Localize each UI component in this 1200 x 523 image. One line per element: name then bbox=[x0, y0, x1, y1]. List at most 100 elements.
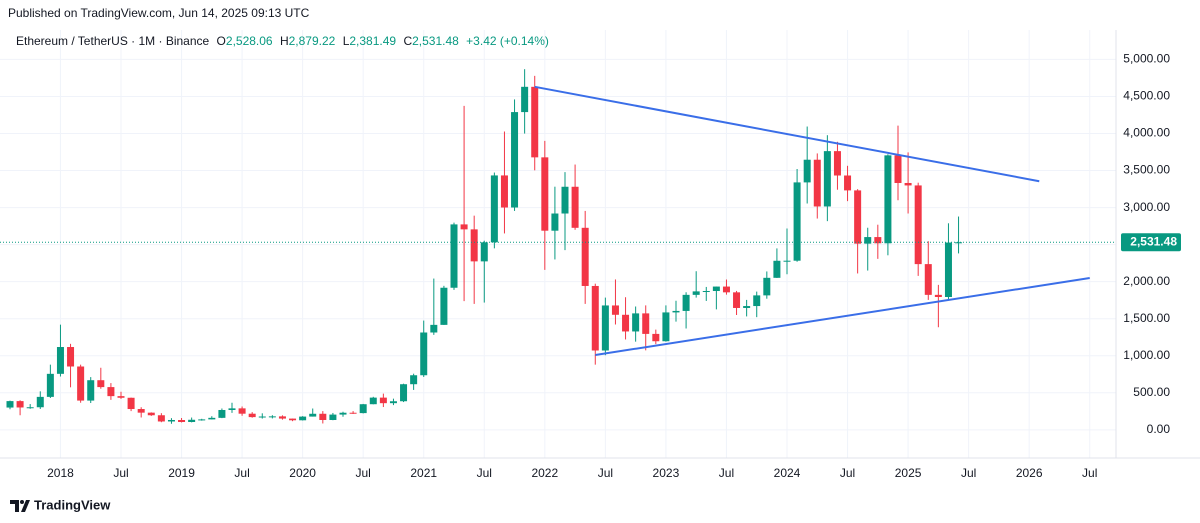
candle-body bbox=[490, 175, 498, 243]
candle-body bbox=[258, 416, 266, 418]
candle-body bbox=[208, 417, 216, 420]
candle-body bbox=[188, 419, 196, 422]
candle-body bbox=[319, 413, 327, 420]
candle-body bbox=[470, 229, 478, 262]
x-tick-label: Jul bbox=[719, 466, 734, 480]
candle-body bbox=[329, 414, 337, 420]
candle-body bbox=[521, 86, 529, 113]
y-tick-label: 3,000.00 bbox=[1123, 200, 1170, 214]
x-tick-label: 2023 bbox=[653, 466, 680, 480]
x-tick-label: 2024 bbox=[774, 466, 801, 480]
candle-body bbox=[571, 186, 579, 228]
candle-body bbox=[773, 260, 781, 278]
candle-body bbox=[541, 157, 549, 231]
candle-body bbox=[238, 408, 246, 414]
x-tick-label: Jul bbox=[113, 466, 128, 480]
candle-body bbox=[157, 415, 165, 422]
legend-key: L bbox=[343, 34, 350, 48]
candle-body bbox=[349, 412, 357, 414]
candle-body bbox=[874, 237, 882, 244]
x-tick-label: Jul bbox=[1082, 466, 1097, 480]
candle-body bbox=[813, 159, 821, 207]
logo-mark bbox=[10, 500, 30, 512]
candle-body bbox=[733, 292, 741, 308]
x-tick-label: 2026 bbox=[1016, 466, 1043, 480]
candle-body bbox=[178, 419, 186, 422]
x-tick-label: Jul bbox=[477, 466, 492, 480]
candle-body bbox=[430, 324, 438, 333]
candle-body bbox=[87, 380, 95, 401]
candle-body bbox=[712, 286, 720, 292]
candle-body bbox=[379, 397, 387, 404]
candle-body bbox=[6, 401, 14, 408]
x-tick-label: 2025 bbox=[895, 466, 922, 480]
legend-value: 2,879.22 bbox=[289, 34, 336, 48]
y-tick-label: 4,000.00 bbox=[1123, 126, 1170, 140]
candle-body bbox=[26, 407, 34, 409]
candle-body bbox=[833, 151, 841, 176]
candle-body bbox=[682, 294, 690, 311]
candle-body bbox=[107, 387, 115, 397]
legend-key: H bbox=[280, 34, 289, 48]
logo-text: TradingView bbox=[34, 497, 111, 512]
candle-body bbox=[551, 213, 559, 231]
candle-body bbox=[763, 277, 771, 296]
candle-body bbox=[823, 151, 831, 207]
candle-body bbox=[601, 305, 609, 351]
trendline bbox=[534, 85, 1040, 183]
candle-body bbox=[561, 186, 569, 214]
candle-body bbox=[56, 347, 64, 374]
candle-body bbox=[389, 401, 397, 404]
y-tick-label: 4,500.00 bbox=[1123, 89, 1170, 103]
x-tick-label: 2019 bbox=[168, 466, 195, 480]
candle-body bbox=[944, 242, 952, 298]
candle-body bbox=[127, 397, 135, 410]
candle-body bbox=[289, 418, 297, 421]
candle-body bbox=[753, 295, 761, 307]
candle-body bbox=[97, 380, 105, 388]
candle-body bbox=[783, 260, 791, 262]
logo-dot bbox=[20, 500, 24, 504]
candle-body bbox=[248, 413, 256, 418]
y-tick-label: 2,000.00 bbox=[1123, 274, 1170, 288]
candle-body bbox=[359, 404, 367, 414]
candle-body bbox=[803, 159, 811, 183]
candle-body bbox=[864, 237, 872, 244]
publish-header: Published on TradingView.com, Jun 14, 20… bbox=[8, 6, 310, 20]
x-tick-label: 2021 bbox=[410, 466, 437, 480]
candle-body bbox=[117, 396, 125, 398]
candle-body bbox=[339, 412, 347, 415]
plot-area bbox=[0, 30, 1116, 458]
x-tick-label: Jul bbox=[356, 466, 371, 480]
candle-body bbox=[914, 185, 922, 265]
x-tick-label: 2022 bbox=[531, 466, 558, 480]
last-price-label: 2,531.48 bbox=[1130, 234, 1177, 248]
candle-body bbox=[894, 155, 902, 183]
candle-body bbox=[743, 306, 751, 308]
candle-body bbox=[854, 190, 862, 244]
legend-value: 2,528.06 bbox=[226, 34, 273, 48]
candle-body bbox=[309, 413, 317, 417]
trendline bbox=[595, 276, 1090, 357]
legend-key: C bbox=[403, 34, 412, 48]
candle-body bbox=[844, 175, 852, 191]
y-tick-label: 3,500.00 bbox=[1123, 163, 1170, 177]
candle-body bbox=[934, 294, 942, 298]
candle-body bbox=[147, 412, 155, 416]
candle-body bbox=[167, 419, 175, 422]
candle-body bbox=[268, 416, 276, 418]
candle-body bbox=[420, 332, 428, 376]
candle-body bbox=[198, 419, 206, 421]
x-tick-label: 2018 bbox=[47, 466, 74, 480]
x-tick-label: Jul bbox=[234, 466, 249, 480]
candle-body bbox=[36, 396, 44, 408]
legend: Ethereum / TetherUS · 1M · Binance O2,52… bbox=[16, 34, 549, 48]
candle-body bbox=[278, 416, 286, 419]
candle-body bbox=[400, 384, 408, 402]
candle-body bbox=[702, 291, 710, 293]
candle-body bbox=[410, 375, 418, 385]
candle-body bbox=[500, 175, 508, 208]
x-tick-label: Jul bbox=[961, 466, 976, 480]
